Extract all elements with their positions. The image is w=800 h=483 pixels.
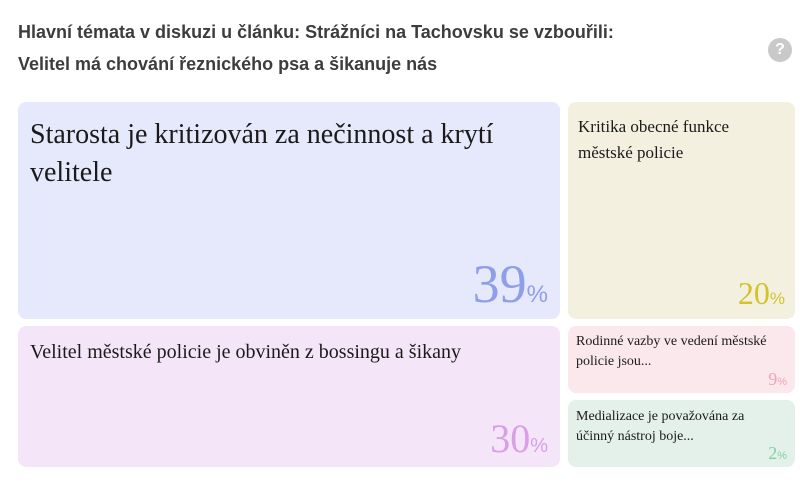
topic-percentage: 39% (473, 257, 548, 311)
topic-label: Velitel městské policie je obviněn z bos… (30, 341, 462, 363)
header: Hlavní témata v diskuzi u článku: Strážn… (18, 16, 738, 80)
topic-percentage-value: 2 (768, 443, 778, 463)
topic-label: Medializace je považována za účinný nást… (576, 409, 745, 444)
topic-tile-police-function-criticism[interactable]: Kritika obecné funkce městské policie 20… (568, 102, 795, 319)
topic-percentage: 9% (768, 370, 787, 388)
percent-symbol: % (769, 289, 785, 308)
topic-percentage: 20% (738, 277, 785, 309)
topic-percentage-value: 9 (768, 369, 778, 389)
topic-percentage: 30% (490, 419, 548, 459)
topic-percentage-value: 20 (737, 275, 770, 311)
percent-symbol: % (530, 435, 548, 457)
page-title-line-1: Hlavní témata v diskuzi u článku: Strážn… (18, 22, 614, 42)
topic-percentage-value: 39 (472, 254, 527, 314)
topic-percentage-value: 30 (490, 416, 531, 461)
percent-symbol: % (777, 450, 787, 462)
help-icon[interactable]: ? (768, 38, 792, 62)
topic-label: Starosta je kritizován za nečinnost a kr… (30, 119, 494, 188)
topic-tile-mayor-criticism[interactable]: Starosta je kritizován za nečinnost a kr… (18, 102, 560, 319)
percent-symbol: % (526, 281, 548, 308)
topic-label: Rodinné vazby ve vedení městské policie … (576, 334, 767, 369)
page-title-line-2: Velitel má chování řeznického psa a šika… (18, 54, 438, 74)
topic-tile-media-coverage[interactable]: Medializace je považována za účinný nást… (568, 400, 795, 467)
percent-symbol: % (777, 376, 787, 388)
topic-label: Kritika obecné funkce městské policie (578, 117, 730, 162)
page-title: Hlavní témata v diskuzi u článku: Strážn… (18, 16, 738, 80)
topic-tile-family-ties[interactable]: Rodinné vazby ve vedení městské policie … (568, 326, 795, 393)
topic-tile-commander-bossing[interactable]: Velitel městské policie je obviněn z bos… (18, 326, 560, 467)
topic-percentage: 2% (768, 444, 787, 462)
